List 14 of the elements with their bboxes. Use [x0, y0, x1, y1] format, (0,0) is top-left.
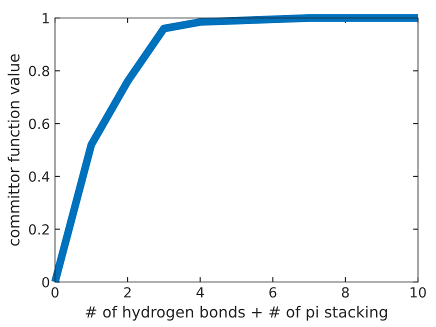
y-tick-label: 0.2: [28, 224, 49, 235]
x-axis-title: # of hydrogen bonds + # of pi stacking: [86, 306, 387, 321]
y-tick-label: 0: [42, 276, 50, 288]
x-tick-label: 0: [51, 287, 58, 298]
x-tick-label: 4: [196, 287, 204, 298]
x-tick-label: 6: [269, 287, 276, 298]
y-tick-label: 0.8: [28, 66, 50, 76]
y-tick-label: 1: [42, 13, 49, 24]
x-tick-label: 8: [342, 287, 349, 298]
y-tick-label: 0.4: [28, 171, 50, 182]
y-tick-label: 0.6: [28, 118, 50, 130]
y-axis-title: committor function value: [8, 54, 20, 246]
x-tick-label: 2: [124, 287, 131, 298]
x-tick-label: 10: [410, 287, 426, 298]
